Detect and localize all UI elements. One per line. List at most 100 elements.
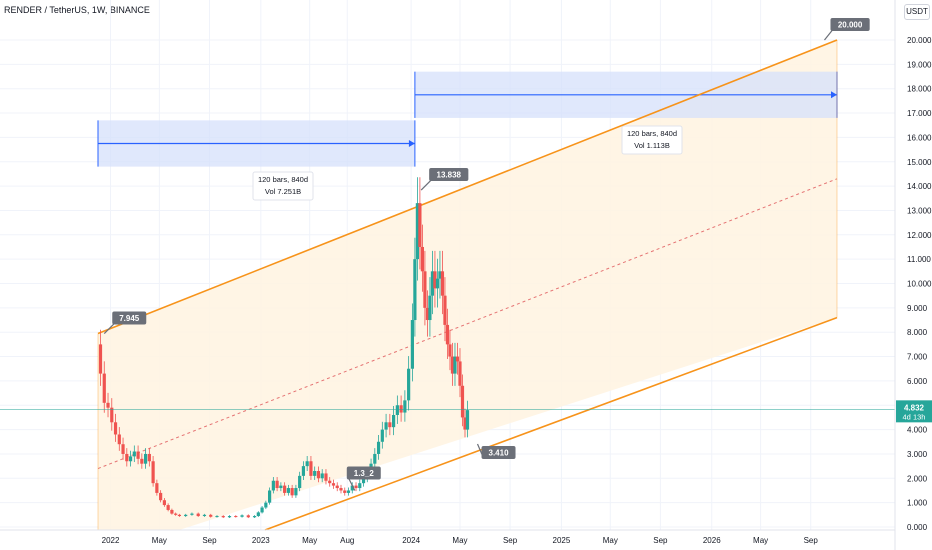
candle-body xyxy=(453,356,457,374)
y-tick-label: 12.000 xyxy=(907,231,932,240)
candle-body xyxy=(240,515,244,517)
candle-body xyxy=(399,405,403,413)
y-tick-label: 4.000 xyxy=(907,426,928,435)
y-tick-label: 14.000 xyxy=(907,182,932,191)
x-tick-label: May xyxy=(753,536,768,545)
candle-body xyxy=(125,453,129,462)
candle-body xyxy=(264,502,268,508)
candle-body xyxy=(246,515,250,518)
range-volume-label: Vol 7.251B xyxy=(265,187,301,196)
y-tick-label: 10.000 xyxy=(907,280,932,289)
candle-body xyxy=(271,480,275,491)
callout-pointer xyxy=(824,29,833,41)
y-tick-label: 8.000 xyxy=(907,328,928,337)
currency-unit-button[interactable]: USDT xyxy=(904,4,930,20)
price-callout xyxy=(830,18,870,31)
candle-body xyxy=(343,490,347,493)
candle-body xyxy=(279,485,283,489)
x-tick-label: 2024 xyxy=(402,536,420,545)
candle-body xyxy=(392,414,396,428)
channel-mid-line xyxy=(97,178,838,470)
range-info-box xyxy=(252,171,314,201)
candle-body xyxy=(275,480,279,489)
candle-body xyxy=(460,385,465,418)
candle-body xyxy=(162,500,166,506)
channel-lower-line xyxy=(264,316,838,531)
candle-body xyxy=(227,516,232,518)
candle-body xyxy=(166,505,170,510)
candle-body xyxy=(388,422,392,428)
candle-body xyxy=(121,444,125,454)
candle-body xyxy=(155,483,159,493)
candle-body xyxy=(215,516,219,518)
candle-body xyxy=(260,507,264,513)
y-tick-label: 18.000 xyxy=(907,85,932,94)
price-callout xyxy=(481,445,516,459)
current-price-value: 4.832 xyxy=(904,403,925,412)
candle-body xyxy=(331,483,336,486)
candle-body xyxy=(184,514,188,517)
x-tick-label: May xyxy=(452,536,467,545)
x-tick-label: 2025 xyxy=(553,536,571,545)
candle-body xyxy=(298,475,302,489)
candle-body xyxy=(339,488,343,491)
candle-body xyxy=(294,488,298,496)
candle-body xyxy=(354,485,358,489)
candle-body xyxy=(177,514,182,517)
candle-body xyxy=(423,271,427,308)
range-bars-label: 120 bars, 840d xyxy=(627,129,677,138)
candle-body xyxy=(433,271,437,289)
candle-body xyxy=(415,203,419,260)
candle-body xyxy=(196,513,200,517)
candle-body xyxy=(395,405,399,415)
candle-body xyxy=(256,512,260,517)
candle-body xyxy=(102,373,106,403)
channel-fill xyxy=(0,40,895,550)
x-tick-label: 2023 xyxy=(252,536,270,545)
candle-body xyxy=(350,485,354,491)
candle-body xyxy=(221,516,225,518)
candle-body xyxy=(170,509,174,514)
candle-body xyxy=(358,483,362,489)
candle-body xyxy=(305,461,309,467)
candle-body xyxy=(376,441,381,454)
parallel-channel[interactable] xyxy=(97,39,838,531)
candle-body xyxy=(320,473,324,479)
candle-body xyxy=(267,490,272,503)
price-callout-label: 20.000 xyxy=(838,21,863,30)
chart-title: RENDER / TetherUS, 1W, BINANCE xyxy=(4,5,150,15)
candle-body xyxy=(113,422,118,435)
candle-body xyxy=(448,344,452,357)
callout-pointer xyxy=(420,179,432,191)
candle-body xyxy=(290,488,294,496)
candle-body xyxy=(301,466,306,476)
x-tick-label: Sep xyxy=(202,536,217,545)
bar-countdown: 4d 13h xyxy=(903,412,926,421)
x-tick-label: 2026 xyxy=(703,536,721,545)
candle-body xyxy=(136,451,140,459)
candle-body xyxy=(328,480,332,484)
candle-body xyxy=(283,485,287,493)
x-tick-label: May xyxy=(152,536,167,545)
y-tick-label: 16.000 xyxy=(907,133,932,142)
y-tick-label: 15.000 xyxy=(907,158,932,167)
candle-body xyxy=(309,461,313,476)
price-callout-label: 3.410 xyxy=(489,448,510,457)
candle-body xyxy=(465,410,470,430)
current-price-tag xyxy=(896,400,932,423)
candle-body xyxy=(110,407,114,423)
candle-body xyxy=(361,478,366,484)
candle-body xyxy=(128,456,133,462)
price-callouts: 7.945 13.838 20.000 3.410 1.3_2 xyxy=(103,18,870,491)
x-tick-label: Sep xyxy=(503,536,518,545)
callout-pointer xyxy=(103,323,115,334)
range-volume-label: Vol 1.113B xyxy=(634,141,670,150)
y-tick-label: 9.000 xyxy=(907,304,928,313)
candle-body xyxy=(380,429,384,442)
channel-upper-line xyxy=(97,39,838,335)
candle-body xyxy=(313,470,317,476)
candle-body xyxy=(458,361,462,386)
candle-body xyxy=(132,451,136,457)
